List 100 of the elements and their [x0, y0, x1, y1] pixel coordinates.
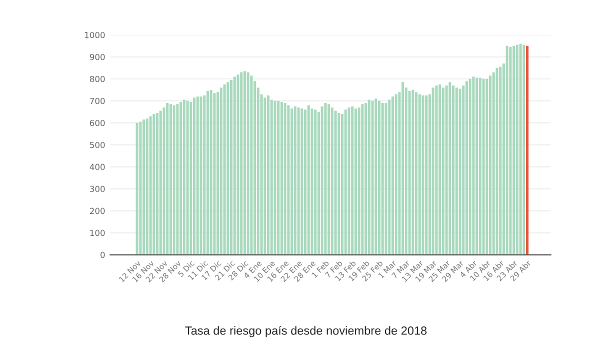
bar [297, 107, 300, 255]
bar [220, 88, 222, 255]
bar [264, 98, 266, 255]
bar [519, 44, 522, 255]
text: Tasa de riesgo país desde noviembre de 2018 [185, 326, 427, 338]
bar [402, 82, 404, 255]
bar [344, 110, 347, 255]
bar [391, 96, 394, 255]
y-tick-label: 0 [100, 252, 105, 258]
y-tick-label: 900 [90, 54, 105, 60]
bar [146, 118, 148, 255]
bar [412, 90, 414, 255]
bar [277, 100, 280, 255]
bar [206, 90, 209, 255]
bar [176, 104, 179, 255]
bar [324, 103, 327, 255]
y-tick-label: 100 [90, 230, 105, 236]
bar [338, 112, 340, 255]
bar [371, 100, 374, 255]
y-tick-label: 200 [90, 208, 105, 214]
bar [368, 100, 370, 255]
bar [270, 100, 273, 255]
y-tick-label: 1000 [85, 32, 105, 38]
bar [478, 78, 482, 255]
bar [432, 88, 434, 255]
bar [492, 72, 495, 255]
bar [236, 74, 240, 255]
bar [166, 103, 169, 255]
bar [156, 112, 159, 255]
bar [243, 71, 246, 255]
y-tick-label: 700 [90, 98, 105, 104]
bar [448, 82, 452, 255]
bar [280, 102, 283, 255]
bar [378, 100, 381, 255]
bar [435, 85, 438, 255]
bar [506, 46, 508, 255]
bar [462, 85, 465, 255]
bar [284, 103, 286, 255]
bar [172, 105, 176, 255]
bar [351, 106, 354, 255]
bar [182, 100, 186, 255]
bar [233, 76, 236, 255]
bar [192, 98, 196, 255]
bar [210, 90, 212, 255]
bar [455, 88, 458, 255]
bar [438, 84, 442, 255]
bar [240, 72, 243, 255]
bar [149, 116, 152, 255]
bar [364, 103, 368, 255]
bar [203, 95, 206, 255]
bar [458, 88, 462, 255]
bar [418, 94, 421, 255]
bar [159, 110, 162, 255]
bar [287, 105, 290, 255]
bar [169, 104, 172, 255]
bar [468, 78, 472, 255]
bar [136, 122, 138, 255]
bar [414, 92, 418, 255]
bar [499, 66, 502, 255]
y-tick-label: 600 [90, 120, 105, 126]
bar [250, 76, 253, 255]
bar [516, 44, 518, 255]
bar [526, 46, 529, 255]
bar [482, 78, 485, 255]
bar [374, 98, 378, 255]
bar [246, 72, 250, 255]
bar [486, 78, 488, 255]
bar [307, 105, 310, 255]
bar [320, 106, 324, 255]
bar [408, 90, 411, 255]
bar [190, 102, 192, 255]
bar [152, 114, 156, 255]
bar [180, 102, 182, 255]
bar [230, 80, 233, 255]
bar [300, 108, 304, 255]
bar [274, 100, 276, 255]
bar [488, 76, 492, 255]
bar [422, 95, 424, 255]
bar [304, 110, 307, 255]
bar [334, 110, 337, 255]
bar [328, 104, 330, 255]
bar [310, 108, 314, 255]
bar [452, 85, 455, 255]
bar [142, 120, 146, 255]
bar [186, 100, 189, 255]
bar [465, 81, 468, 255]
bar [476, 78, 478, 255]
bar [445, 85, 448, 255]
bar [348, 107, 350, 255]
bar [358, 107, 360, 255]
bar [290, 108, 294, 255]
bar [354, 108, 357, 255]
bar [394, 94, 398, 255]
bar [522, 44, 526, 255]
y-tick-label: 400 [90, 164, 105, 170]
bar [442, 88, 444, 255]
bar [196, 96, 199, 255]
bar [509, 46, 512, 255]
bar [388, 100, 391, 255]
bar [361, 104, 364, 255]
